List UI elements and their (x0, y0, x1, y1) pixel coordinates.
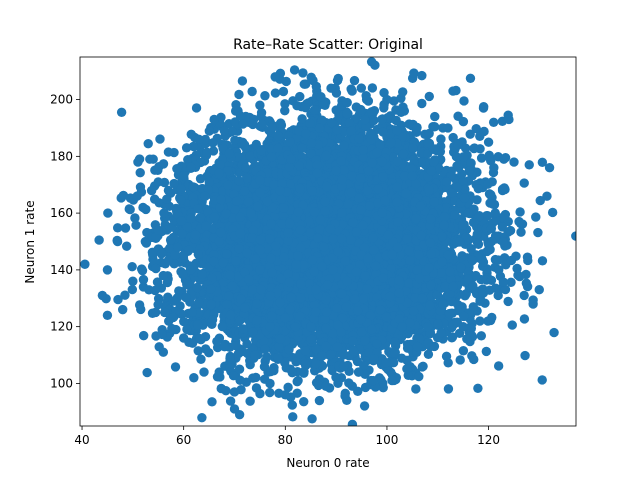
scatter-point (130, 213, 140, 223)
scatter-point (121, 241, 132, 251)
scatter-point (506, 277, 516, 287)
scatter-point (191, 103, 202, 113)
scatter-point (359, 401, 370, 411)
scatter-point (150, 285, 160, 296)
scatter-point (127, 262, 137, 272)
scatter-point (135, 167, 145, 178)
scatter-point (537, 256, 548, 266)
scatter-point (127, 284, 138, 295)
scatter-point (142, 367, 152, 378)
scatter-point (280, 106, 290, 116)
scatter-point (200, 344, 211, 354)
scatter-point (533, 227, 543, 238)
scatter-point (287, 400, 297, 410)
scatter-point (424, 91, 434, 102)
scatter-point (116, 107, 127, 117)
scatter-point (467, 351, 477, 361)
scatter-point (94, 235, 104, 245)
scatter-point (196, 354, 206, 364)
scatter-point (186, 129, 196, 139)
scatter-point (471, 123, 481, 134)
scatter-point (398, 87, 408, 97)
scatter-point (503, 296, 513, 307)
scatter-point (170, 362, 181, 372)
scatter-point (149, 194, 160, 204)
scatter-point (265, 387, 275, 398)
scatter-point (472, 195, 482, 205)
scatter-point (519, 178, 529, 188)
scatter-point (288, 412, 298, 422)
scatter-point (280, 99, 290, 109)
scatter-point (516, 227, 526, 237)
scatter-point (155, 134, 165, 144)
scatter-point (270, 88, 281, 98)
scatter-point (207, 397, 217, 407)
scatter-point (247, 86, 257, 97)
chart-title: Rate–Rate Scatter: Original (233, 37, 423, 53)
scatter-point (131, 220, 141, 230)
scatter-point (537, 375, 547, 385)
scatter-point (307, 414, 317, 424)
scatter-point (458, 116, 469, 127)
scatter-point (113, 294, 123, 305)
scatter-point (356, 83, 367, 93)
scatter-points (80, 57, 576, 426)
scatter-point (193, 346, 203, 356)
scatter-point (531, 212, 541, 222)
scatter-point (178, 269, 188, 280)
scatter-point (481, 346, 492, 357)
scatter-point (347, 419, 358, 426)
scatter-point (314, 395, 325, 406)
scatter-point (212, 336, 222, 347)
scatter-point (542, 191, 552, 201)
scatter-point (317, 115, 327, 125)
scatter-point (234, 89, 244, 100)
scatter-point (103, 208, 113, 218)
scatter-point (120, 290, 130, 300)
scatter-point (537, 157, 548, 168)
scatter-point (349, 75, 360, 86)
scatter-point (182, 324, 192, 335)
scatter-point (417, 98, 427, 109)
scatter-point (298, 68, 308, 78)
